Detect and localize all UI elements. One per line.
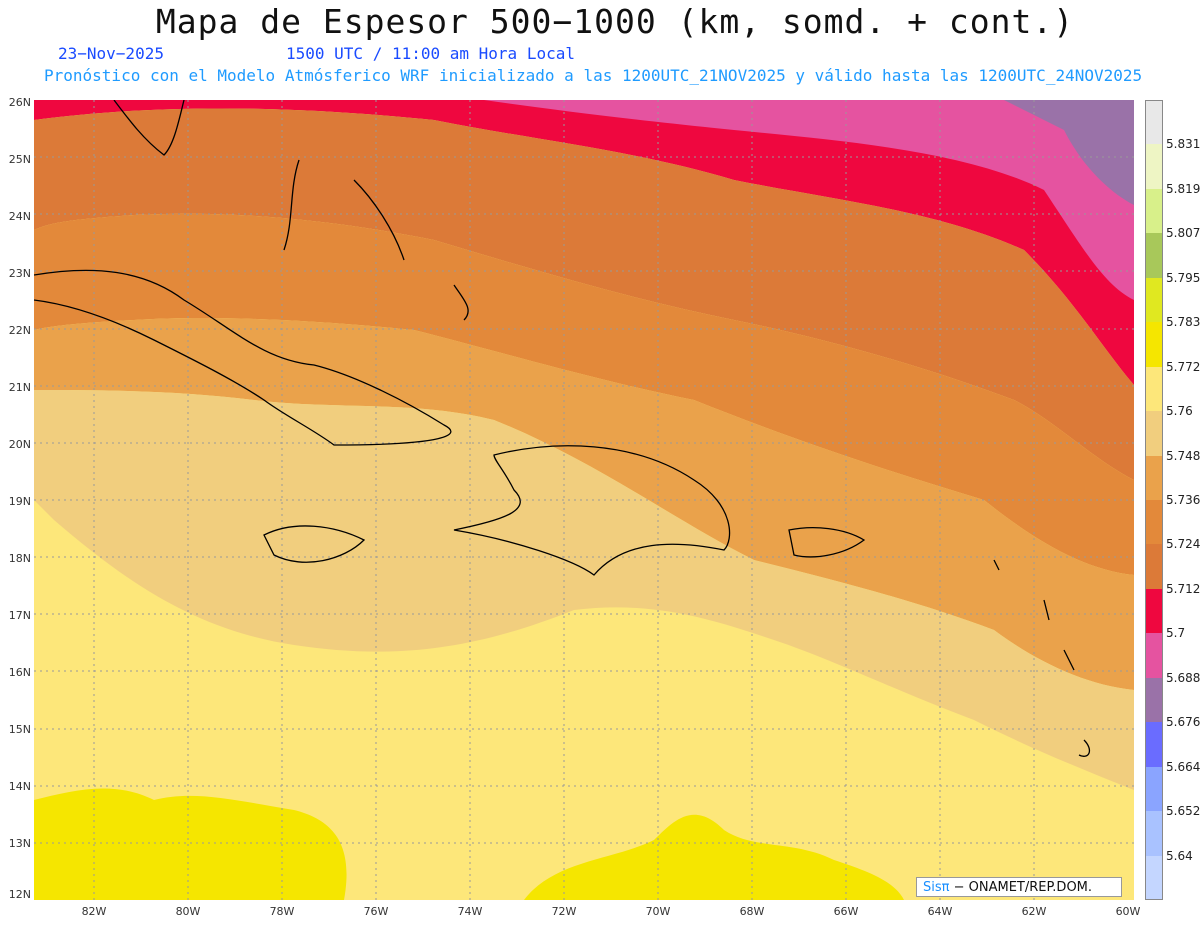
band-5-724 bbox=[34, 213, 1134, 575]
band-5-772-south bbox=[524, 814, 904, 900]
colorbar-label: 5.724 bbox=[1166, 537, 1200, 552]
colorbar-segment bbox=[1145, 633, 1163, 678]
colorbar-label: 5.736 bbox=[1166, 493, 1200, 507]
forecast-date: 23−Nov−2025 bbox=[58, 44, 164, 63]
colorbar-label: 5.819 bbox=[1166, 181, 1200, 196]
forecast-time: 1500 UTC / 11:00 am Hora Local bbox=[286, 44, 575, 63]
lon-label: 64W bbox=[927, 905, 953, 918]
colorbar-label: 5.772 bbox=[1166, 359, 1200, 374]
colorbar-segment bbox=[1145, 722, 1163, 767]
lon-label: 62W bbox=[1021, 905, 1047, 918]
colorbar-segment bbox=[1145, 855, 1163, 900]
lat-label: 16N bbox=[8, 666, 31, 679]
colorbar-label: 5.652 bbox=[1166, 804, 1200, 819]
band-5-748 bbox=[34, 390, 1134, 790]
lon-label: 66W bbox=[833, 905, 859, 918]
credit-box: Sisπ − ONAMET/REP.DOM. bbox=[916, 877, 1122, 897]
lat-label: 15N bbox=[8, 723, 31, 736]
lat-label: 22N bbox=[8, 324, 31, 337]
band-5-772 bbox=[34, 788, 347, 900]
lat-label: 14N bbox=[8, 780, 31, 793]
lesser-antilles bbox=[993, 559, 1091, 757]
colorbar-segment bbox=[1145, 144, 1163, 189]
colorbar-segment bbox=[1145, 766, 1163, 812]
colorbar-label: 5.676 bbox=[1166, 715, 1200, 730]
lat-label: 21N bbox=[8, 381, 31, 394]
lat-lon-grid bbox=[34, 100, 1134, 900]
colorbar-label: 5.76 bbox=[1166, 404, 1193, 419]
cuba-coast bbox=[34, 269, 452, 446]
colorbar-label: 5.664 bbox=[1166, 759, 1200, 774]
lon-label: 80W bbox=[175, 905, 201, 918]
colorbar-label: 5.795 bbox=[1166, 270, 1200, 285]
colorbar-label: 5.748 bbox=[1166, 448, 1200, 463]
colorbar-label: 5.7 bbox=[1166, 626, 1186, 641]
colorbar-segment bbox=[1145, 322, 1163, 367]
lon-label: 68W bbox=[739, 905, 765, 918]
lat-label: 24N bbox=[8, 210, 31, 223]
lon-label: 76W bbox=[363, 905, 389, 918]
sispi-brand: Sisπ bbox=[923, 880, 950, 895]
colorbar-segment bbox=[1145, 411, 1163, 456]
colorbar-segment bbox=[1145, 366, 1163, 412]
band-5-7-red bbox=[34, 100, 1134, 385]
lat-label: 20N bbox=[8, 438, 31, 451]
forecast-subtitle: Pronóstico con el Modelo Atmósferico WRF… bbox=[44, 66, 1143, 85]
credit-text: − ONAMET/REP.DOM. bbox=[953, 880, 1093, 895]
colorbar-segment bbox=[1145, 544, 1163, 589]
lon-label: 82W bbox=[81, 905, 107, 918]
colorbar-label: 5.831 bbox=[1166, 137, 1200, 152]
lon-label: 72W bbox=[551, 905, 577, 918]
colorbar-segment bbox=[1145, 811, 1163, 856]
colorbar-label: 5.807 bbox=[1166, 226, 1200, 241]
puerto-rico-coast bbox=[788, 527, 866, 558]
colorbar-segment bbox=[1145, 677, 1163, 723]
lon-label: 70W bbox=[645, 905, 671, 918]
lat-label: 12N bbox=[8, 888, 31, 901]
lat-label: 19N bbox=[8, 495, 31, 508]
lon-label: 60W bbox=[1115, 905, 1141, 918]
colorbar-segment bbox=[1145, 588, 1163, 634]
lat-label: 13N bbox=[8, 837, 31, 850]
coastlines bbox=[34, 100, 1091, 757]
bahamas bbox=[283, 159, 469, 321]
colorbar-segment bbox=[1145, 188, 1163, 234]
band-5-736 bbox=[34, 318, 1134, 690]
lon-label: 78W bbox=[269, 905, 295, 918]
lat-label: 18N bbox=[8, 552, 31, 565]
colorbar-frame bbox=[1145, 100, 1163, 900]
lat-label: 25N bbox=[8, 153, 31, 166]
lon-label: 74W bbox=[457, 905, 483, 918]
jamaica-coast bbox=[263, 525, 366, 563]
hispaniola-coast bbox=[453, 445, 731, 576]
colorbar-segment bbox=[1145, 233, 1163, 278]
colorbar-label: 5.712 bbox=[1166, 581, 1200, 596]
lat-label: 26N bbox=[8, 96, 31, 109]
map-title: Mapa de Espesor 500−1000 (km, somd. + co… bbox=[155, 2, 1075, 41]
band-5-688-pink bbox=[484, 100, 1134, 300]
band-5-676-purple bbox=[1004, 100, 1134, 205]
colorbar-segment bbox=[1145, 500, 1163, 545]
colorbar-segment bbox=[1145, 455, 1163, 500]
band-5-712 bbox=[34, 108, 1134, 480]
colorbar-label: 5.64 bbox=[1166, 848, 1193, 863]
lat-label: 17N bbox=[8, 609, 31, 622]
colorbar-label: 5.688 bbox=[1166, 670, 1200, 685]
thickness-map bbox=[34, 100, 1134, 900]
lat-label: 23N bbox=[8, 267, 31, 280]
florida-coast bbox=[113, 100, 185, 156]
colorbar-label: 5.783 bbox=[1166, 315, 1200, 330]
colorbar-segment bbox=[1145, 100, 1163, 145]
colorbar-segment bbox=[1145, 277, 1163, 323]
